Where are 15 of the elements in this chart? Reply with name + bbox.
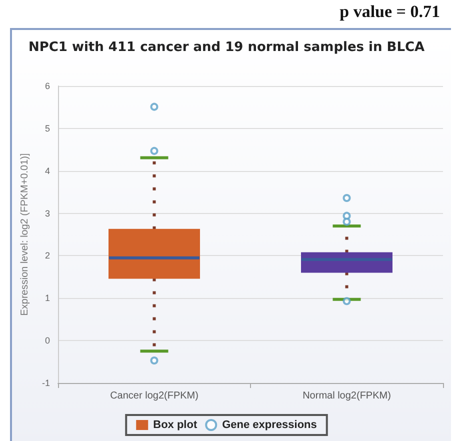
x-tick-label: Cancer log2(FPKM) (110, 390, 198, 402)
chart-title: NPC1 with 411 cancer and 19 normal samples in BLCA (28, 40, 425, 55)
y-tick-label: 0 (44, 336, 50, 346)
y-tick-label: 5 (44, 123, 50, 134)
y-tick-label: 1 (44, 293, 50, 304)
legend-label: Box plot (153, 419, 198, 431)
y-tick-label: 3 (44, 208, 50, 218)
x-tick-label: Normal log2(FPKM) (302, 390, 391, 402)
text: p value = 0.71 (338, 2, 440, 22)
legend-label: Gene expressions (222, 419, 317, 431)
y-tick-label: 4 (44, 166, 50, 176)
y-tick-label: 2 (44, 250, 50, 261)
y-axis-title: Expression level: log2 (FPKM+0.01)] (20, 152, 30, 316)
y-tick-label: -1 (42, 378, 50, 388)
y-tick-label: 6 (44, 81, 50, 91)
